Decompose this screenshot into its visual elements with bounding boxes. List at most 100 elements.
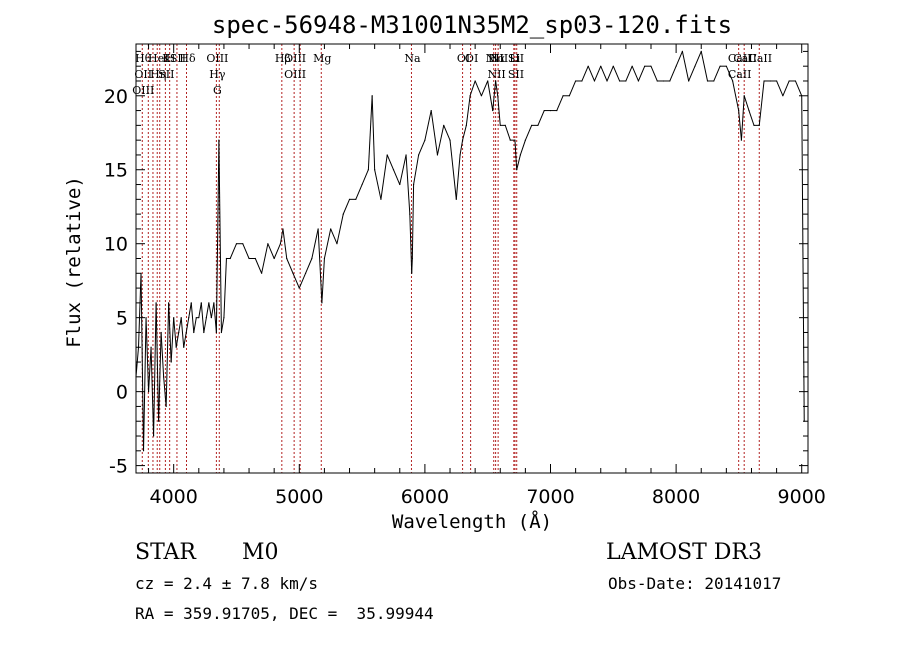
line-marker-label: CaII xyxy=(733,52,757,65)
spectrum-segment xyxy=(292,273,300,289)
spectrum-segment xyxy=(165,302,170,407)
spectrum-point xyxy=(145,317,147,319)
spectrum-segment xyxy=(480,80,489,96)
spectrum-segment xyxy=(606,65,614,82)
spectrum-segment xyxy=(282,228,288,259)
spectrum-point xyxy=(650,65,652,67)
spectrum-point xyxy=(719,65,721,67)
spectrum-point xyxy=(631,65,633,67)
spectrum-segment xyxy=(188,302,192,318)
spectrum-segment xyxy=(748,110,755,126)
spectrum-point xyxy=(229,257,231,260)
spectrum-point xyxy=(399,183,401,186)
spectrum-point xyxy=(412,183,415,186)
spectrum-segment xyxy=(581,65,589,82)
line-marker-label: Hη xyxy=(150,68,166,81)
line-marker-label: G xyxy=(213,84,222,97)
spectrum-segment xyxy=(568,80,577,96)
spectrum-point xyxy=(261,272,263,274)
spectrum-segment xyxy=(175,332,180,348)
spectrum-segment xyxy=(405,154,411,215)
spectrum-point xyxy=(183,346,185,348)
spectrum-segment xyxy=(185,317,190,333)
y-tick-label: -5 xyxy=(109,456,128,478)
spectrum-point xyxy=(743,95,745,97)
plot-frame xyxy=(135,43,809,474)
spectrum-point xyxy=(218,139,220,141)
spectrum-point xyxy=(519,154,521,156)
spectrum-point xyxy=(662,80,665,82)
spectrum-point xyxy=(459,154,461,156)
spectrum-point xyxy=(188,317,190,319)
line-marker-label: Hδ xyxy=(179,52,196,65)
spectrum-segment xyxy=(205,302,210,318)
spectrum-segment xyxy=(449,140,457,200)
spectrum-point xyxy=(152,435,155,437)
spectrum-point xyxy=(282,228,284,230)
spectrum-segment xyxy=(386,154,394,170)
spectrum-point xyxy=(405,154,407,156)
spectrum-segment xyxy=(145,317,150,392)
spectrum-point xyxy=(298,287,300,289)
spectrum-segment xyxy=(342,199,350,215)
spectrum-point xyxy=(465,124,467,126)
x-axis-label: Wavelength (Å) xyxy=(392,510,552,533)
spectrum-segment xyxy=(143,317,147,451)
spectrum-segment xyxy=(495,80,499,96)
y-axis-label: Flux (relative) xyxy=(63,176,85,348)
spectrum-point xyxy=(321,302,323,304)
line-marker-label: OI xyxy=(457,52,470,65)
spectrum-point xyxy=(587,65,589,67)
spectrum-point xyxy=(788,80,790,82)
spectrum-segment xyxy=(497,95,501,126)
spectrum-segment xyxy=(713,65,721,82)
line-marker-label: SII xyxy=(158,68,174,81)
spectrum-point xyxy=(713,80,715,82)
line-markers xyxy=(141,44,760,473)
spectrum-segment xyxy=(393,169,401,185)
spectrum-segment xyxy=(323,228,332,259)
spectrum-point xyxy=(455,198,457,200)
spectrum-point xyxy=(317,228,319,230)
spectrum-segment xyxy=(743,95,750,111)
spectrum-point xyxy=(235,243,238,245)
spectrum-point xyxy=(424,139,426,141)
spectrum-point xyxy=(568,95,570,97)
spectrum-segment xyxy=(279,228,284,244)
spectrum-segment xyxy=(650,65,658,82)
spectrum-point xyxy=(531,124,533,126)
spectrum-point xyxy=(254,257,256,260)
line-marker-label: OIII xyxy=(284,52,306,65)
spectrum-point xyxy=(386,154,388,156)
spectrum-point xyxy=(163,376,165,378)
spectrum-segment xyxy=(516,154,521,170)
line-marker-label: OIII xyxy=(132,84,154,97)
spectrum-point xyxy=(612,65,614,67)
spectrum-segment xyxy=(158,332,162,422)
spectrum-point xyxy=(150,346,152,348)
spectrum-point xyxy=(330,228,332,230)
spectrum-point xyxy=(142,450,145,452)
spectrum-point xyxy=(748,109,750,112)
spectrum-point xyxy=(267,243,269,245)
spectrum-point xyxy=(392,169,395,171)
spectrum-point xyxy=(165,405,167,408)
spectrum-segment xyxy=(492,80,497,111)
spectrum-point xyxy=(418,154,420,156)
spectrum-point xyxy=(700,50,702,52)
spectrum-segment xyxy=(267,243,275,259)
x-tick-label: 9000 xyxy=(778,486,826,508)
spectrum-segment xyxy=(411,258,413,274)
spectrum-segment xyxy=(178,317,182,333)
y-tick-label: 0 xyxy=(116,382,128,404)
spectrum-segment xyxy=(361,169,369,185)
spectrum-point xyxy=(180,317,182,319)
y-tick-label: 5 xyxy=(116,308,128,330)
spectrum-segment xyxy=(367,95,373,170)
survey-name: LAMOST DR3 xyxy=(606,540,762,565)
spectrum-point xyxy=(606,80,608,82)
spectrum-point xyxy=(208,302,210,304)
spectrum-point xyxy=(769,80,771,82)
spectrum-segment xyxy=(519,139,526,156)
